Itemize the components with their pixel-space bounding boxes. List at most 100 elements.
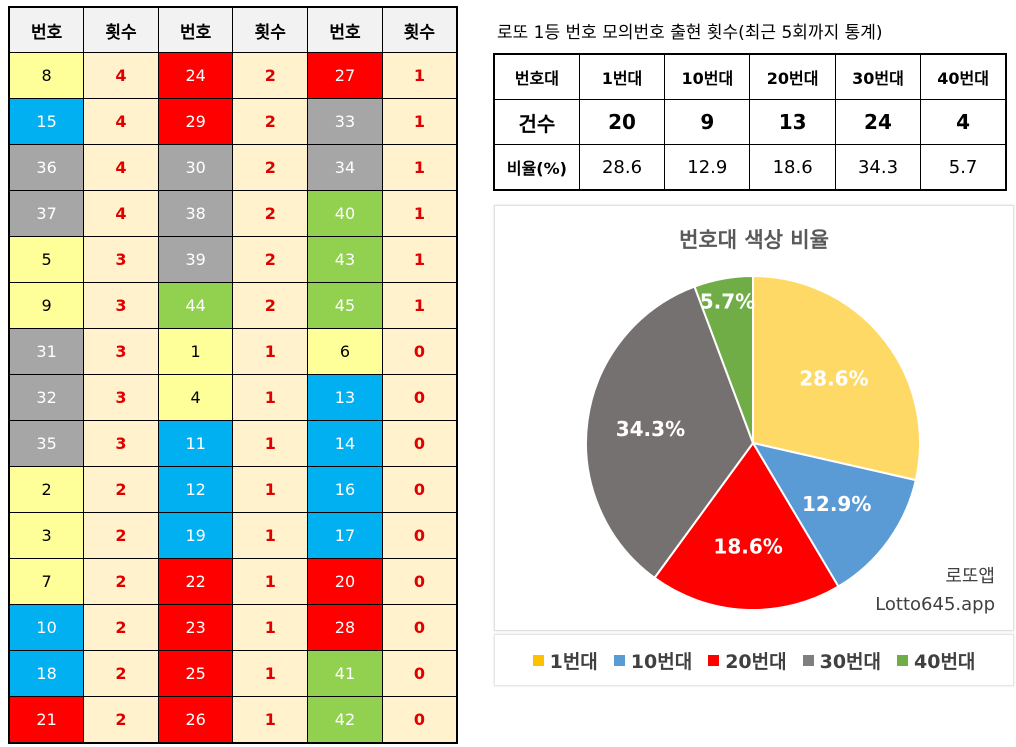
- legend-item: 20번대: [708, 647, 787, 674]
- count-cell: 1: [232, 420, 309, 467]
- number-cell: 24: [157, 52, 234, 99]
- count-cell: 1: [381, 98, 458, 145]
- table-row: 15 4 29 2 33 1: [8, 98, 458, 145]
- legend-label: 30번대: [819, 650, 881, 673]
- table-row: 32 3 4 1 13 0: [8, 374, 458, 421]
- pie-slice: [653, 441, 840, 611]
- summary-header: 20번대: [749, 53, 836, 100]
- number-cell: 21: [8, 696, 85, 744]
- number-cell: 13: [307, 374, 383, 421]
- number-cell: 44: [157, 282, 234, 329]
- number-cell: 39: [157, 236, 234, 283]
- count-cell: 2: [232, 236, 309, 283]
- number-cell: 3: [8, 512, 85, 559]
- pie-slice: [585, 285, 755, 580]
- count-value: 9: [664, 99, 751, 145]
- number-cell: 36: [8, 144, 85, 191]
- pie-slice: [750, 441, 918, 588]
- number-cell: 43: [307, 236, 383, 283]
- summary-table: 번호대 1번대 10번대 20번대 30번대 40번대 건수 20 9 13 2…: [493, 53, 1007, 191]
- number-cell: 37: [8, 190, 85, 237]
- table-row: 36 4 30 2 34 1: [8, 144, 458, 191]
- count-cell: 0: [381, 558, 458, 605]
- count-cell: 1: [232, 466, 309, 513]
- number-cell: 7: [8, 558, 85, 605]
- number-cell: 40: [307, 190, 383, 237]
- watermark-url: Lotto645.app: [875, 594, 995, 615]
- count-value: 13: [749, 99, 836, 145]
- legend-label: 1번대: [549, 650, 598, 673]
- number-cell: 30: [157, 144, 234, 191]
- number-cell: 32: [8, 374, 85, 421]
- frequency-header-row: 번호 횟수 번호 횟수 번호 횟수: [8, 6, 458, 53]
- table-row: 31 3 1 1 6 0: [8, 328, 458, 375]
- number-cell: 35: [8, 420, 85, 467]
- count-cell: 2: [232, 98, 309, 145]
- count-cell: 4: [83, 52, 159, 99]
- chart-title: 번호대 색상 비율: [679, 228, 829, 252]
- pie-data-label: 34.3%: [616, 417, 685, 441]
- number-cell: 12: [157, 466, 234, 513]
- number-cell: 4: [157, 374, 234, 421]
- number-cell: 15: [8, 98, 85, 145]
- frequency-table: 번호 횟수 번호 횟수 번호 횟수 8 4 24 2 27 1 15 4 29 2 33 1 36 4 30…: [8, 6, 458, 744]
- pie-chart-panel: 번호대 색상 비율 28.6% 12.9% 18.6% 34.3% 5.7% 로또앱 L…: [494, 205, 1014, 631]
- legend-swatch: [613, 654, 625, 666]
- ratio-label: 비율(%): [493, 144, 580, 191]
- count-cell: 2: [83, 650, 159, 697]
- legend-swatch: [532, 654, 544, 666]
- header-count-3: 횟수: [381, 6, 458, 53]
- table-row: 9 3 44 2 45 1: [8, 282, 458, 329]
- summary-header: 40번대: [920, 53, 1007, 100]
- count-cell: 1: [381, 52, 458, 99]
- count-cell: 1: [232, 512, 309, 559]
- summary-header: 10번대: [664, 53, 751, 100]
- number-cell: 27: [307, 52, 383, 99]
- table-row: 5 3 39 2 43 1: [8, 236, 458, 283]
- header-number-3: 번호: [307, 6, 383, 53]
- watermark-brand: 로또앱: [945, 566, 995, 587]
- pie-slice: [693, 274, 754, 444]
- count-cell: 2: [83, 512, 159, 559]
- number-cell: 5: [8, 236, 85, 283]
- ratio-value: 5.7: [920, 144, 1007, 191]
- number-cell: 18: [8, 650, 85, 697]
- count-cell: 1: [381, 144, 458, 191]
- number-cell: 2: [8, 466, 85, 513]
- number-cell: 20: [307, 558, 383, 605]
- number-cell: 17: [307, 512, 383, 559]
- table-row: 8 4 24 2 27 1: [8, 52, 458, 99]
- count-cell: 3: [83, 420, 159, 467]
- pie-data-label: 28.6%: [799, 366, 868, 390]
- legend-swatch: [897, 654, 908, 666]
- number-cell: 25: [157, 650, 234, 697]
- count-cell: 3: [83, 328, 159, 375]
- number-cell: 31: [8, 328, 85, 375]
- ratio-value: 18.6: [749, 144, 836, 191]
- pie-data-label: 5.7%: [700, 290, 755, 314]
- header-number-2: 번호: [157, 6, 234, 53]
- table-row: 7 2 22 1 20 0: [8, 558, 458, 605]
- legend-swatch: [708, 654, 720, 666]
- count-cell: 0: [381, 420, 458, 467]
- count-cell: 4: [83, 98, 159, 145]
- legend-item: 10번대: [613, 647, 693, 674]
- count-cell: 0: [381, 650, 458, 697]
- pie-data-label: 12.9%: [802, 492, 871, 516]
- number-cell: 8: [8, 52, 85, 99]
- count-cell: 3: [83, 374, 159, 421]
- header-count-1: 횟수: [83, 6, 159, 53]
- count-cell: 4: [83, 190, 159, 237]
- number-cell: 16: [307, 466, 383, 513]
- count-cell: 3: [83, 282, 159, 329]
- pie-chart: 28.6% 12.9% 18.6% 34.3% 5.7%: [585, 274, 921, 611]
- count-cell: 0: [381, 374, 458, 421]
- count-cell: 0: [381, 466, 458, 513]
- count-cell: 2: [232, 52, 309, 99]
- ratio-value: 34.3: [834, 144, 922, 191]
- count-cell: 0: [381, 604, 458, 651]
- count-cell: 1: [232, 650, 309, 697]
- number-cell: 23: [157, 604, 234, 651]
- summary-header-row: 번호대 1번대 10번대 20번대 30번대 40번대: [493, 53, 1007, 100]
- legend-label: 10번대: [630, 650, 693, 673]
